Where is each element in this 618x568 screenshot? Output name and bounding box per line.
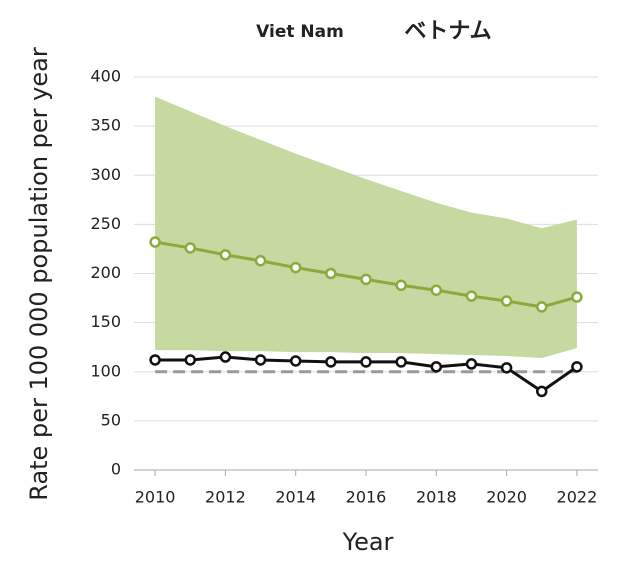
series-point [571,291,583,303]
series-point [325,267,337,280]
x-axis-label: Year [342,528,394,556]
series-point [465,290,478,302]
series-point [500,295,513,307]
y-tick-label: 150 [90,312,121,331]
series-point [430,284,443,296]
series-point [149,236,161,248]
series-point [430,361,443,373]
y-tick-label: 200 [90,263,121,282]
x-tick-label: 2012 [205,488,246,507]
series-point [465,358,478,370]
y-tick-label: 250 [90,214,121,233]
series-point [289,355,302,367]
y-tick-label: 400 [90,67,121,86]
series-point [395,356,407,368]
x-tick-label: 2022 [557,488,598,507]
series-point [360,356,372,368]
x-tick-label: 2018 [416,488,457,507]
y-axis-label: Rate per 100 000 population per year [25,47,53,501]
series-point [219,249,232,261]
series-point [325,356,337,368]
series-point [289,261,302,274]
chart-title: Viet Nam [256,22,344,42]
series-point [395,279,407,292]
uncertainty-band [155,96,577,358]
y-tick-label: 100 [90,361,121,380]
series-point [536,301,548,313]
series-point [571,361,583,373]
series-point [149,354,161,366]
chart-subtitle: ベトナム [404,19,491,44]
y-tick-label: 300 [90,165,121,184]
x-tick-label: 2014 [275,488,316,507]
series-point [184,354,196,366]
series-point [360,273,372,286]
y-tick-label: 350 [90,116,121,135]
y-tick-label: 0 [111,460,121,479]
x-tick-label: 2016 [346,488,387,507]
series-point [184,242,196,254]
x-tick-label: 2020 [486,488,527,507]
series-point [254,254,267,267]
y-tick-label: 50 [101,410,121,429]
series-point [254,354,267,366]
series-point [219,351,232,363]
x-tick-label: 2010 [135,488,176,507]
series-point [500,362,513,374]
series-point [536,385,548,398]
